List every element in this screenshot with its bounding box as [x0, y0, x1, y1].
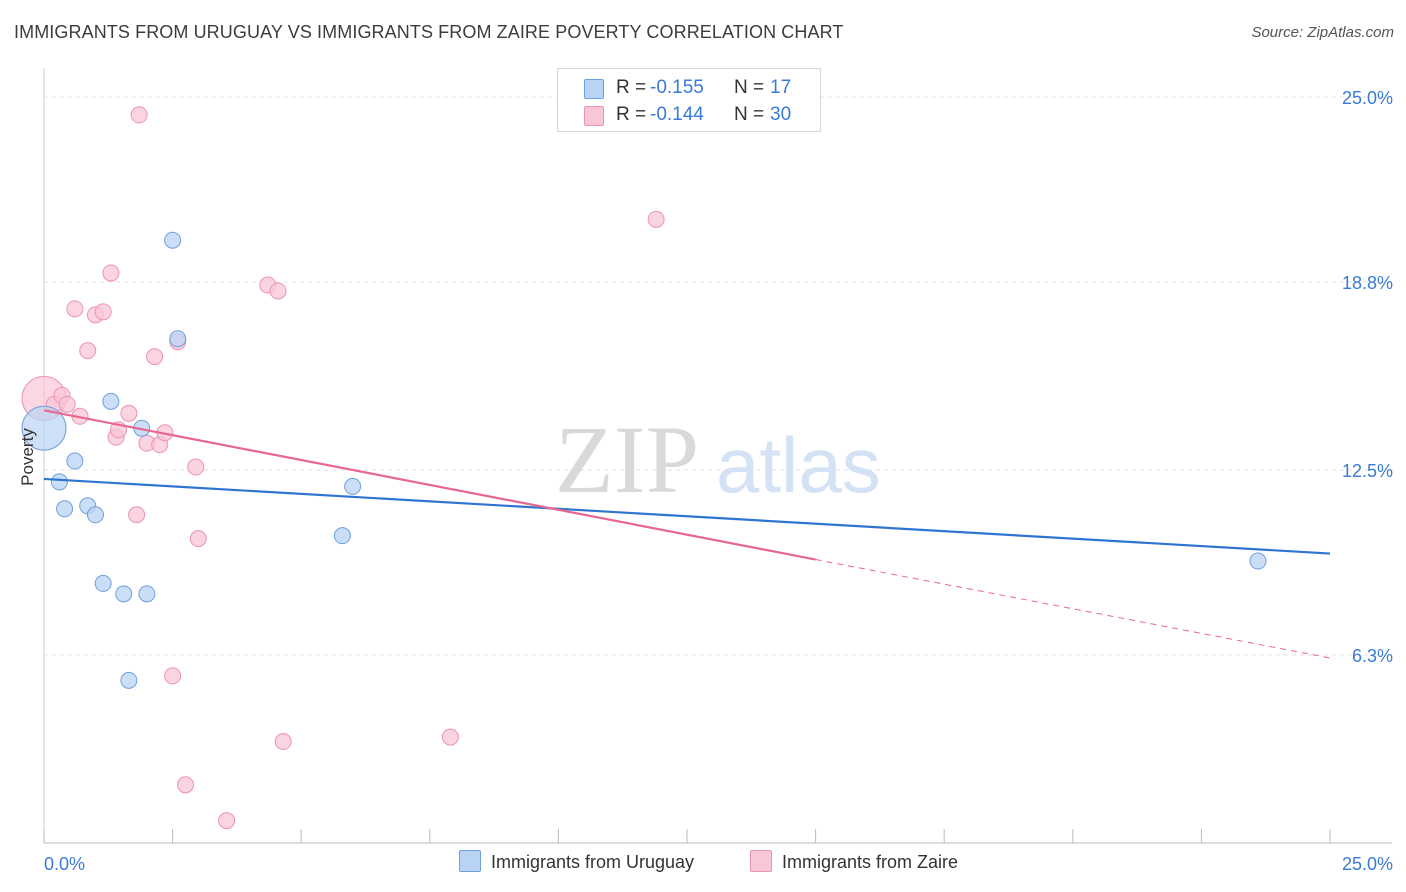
zaire-point[interactable]	[146, 348, 164, 366]
zaire-legend-swatch	[750, 850, 772, 873]
data-points	[21, 106, 1267, 830]
uruguay-swatch	[584, 79, 604, 99]
n-label: N =	[734, 77, 765, 98]
bottom-legend-zaire[interactable]: Immigrants from Zaire	[750, 850, 959, 874]
uruguay-trend-line	[43, 477, 1331, 555]
axes	[43, 68, 1392, 844]
uruguay-point[interactable]	[1249, 552, 1267, 570]
zaire-point[interactable]	[94, 303, 112, 321]
grid-lines	[44, 96, 1392, 656]
uruguay-point[interactable]	[164, 231, 182, 249]
watermark-atlas: atlas	[716, 421, 881, 509]
uruguay-point[interactable]	[94, 574, 112, 592]
n-label: N =	[734, 104, 765, 125]
trend-lines	[43, 409, 1331, 659]
uruguay-point[interactable]	[56, 500, 74, 518]
zaire-point[interactable]	[79, 342, 97, 360]
zaire-point[interactable]	[218, 812, 236, 830]
r-label: R =	[616, 104, 647, 125]
zaire-point[interactable]	[130, 106, 148, 124]
zaire-point[interactable]	[102, 264, 120, 282]
uruguay-legend-swatch	[459, 850, 481, 873]
uruguay-point[interactable]	[115, 585, 133, 603]
zaire-point[interactable]	[189, 530, 207, 548]
zaire-legend-label: Immigrants from Zaire	[782, 852, 959, 872]
uruguay-point[interactable]	[344, 477, 362, 495]
y-tick-label: 12.5%	[1342, 461, 1393, 481]
zaire-point[interactable]	[274, 733, 292, 751]
zaire-point[interactable]	[66, 300, 84, 318]
y-tick-label: 25.0%	[1342, 88, 1393, 108]
uruguay-legend-label: Immigrants from Uruguay	[491, 852, 695, 872]
zaire-trend-extension	[815, 559, 1331, 659]
tick-labels: 6.3% 12.5% 18.8% 25.0% 0.0% 25.0%	[44, 88, 1393, 874]
r-value: -0.155	[650, 77, 704, 98]
zaire-point[interactable]	[187, 458, 205, 476]
zaire-point[interactable]	[176, 776, 194, 794]
uruguay-point[interactable]	[138, 585, 156, 603]
bottom-legend-uruguay[interactable]: Immigrants from Uruguay	[459, 850, 695, 874]
uruguay-point[interactable]	[50, 473, 68, 491]
watermark-zip: ZIP	[555, 406, 699, 513]
zaire-point[interactable]	[164, 667, 182, 685]
uruguay-point[interactable]	[333, 527, 351, 545]
uruguay-point[interactable]	[66, 452, 84, 470]
uruguay-point[interactable]	[21, 405, 67, 451]
y-tick-label: 6.3%	[1352, 646, 1393, 666]
n-value: 17	[770, 77, 792, 98]
zaire-point[interactable]	[120, 404, 138, 422]
n-value: 30	[770, 104, 792, 125]
zaire-swatch	[584, 106, 604, 126]
r-value: -0.144	[650, 104, 704, 125]
y-axis-label: Poverty	[18, 428, 37, 486]
zaire-point[interactable]	[269, 282, 287, 300]
zaire-point[interactable]	[58, 395, 76, 413]
x-tick-label: 0.0%	[44, 854, 85, 874]
r-label: R =	[616, 77, 647, 98]
uruguay-point[interactable]	[169, 330, 187, 348]
chart-title: IMMIGRANTS FROM URUGUAY VS IMMIGRANTS FR…	[14, 22, 844, 42]
x-tick-label: 25.0%	[1342, 854, 1393, 874]
y-tick-label: 18.8%	[1342, 273, 1393, 293]
zaire-point[interactable]	[128, 506, 146, 524]
correlation-legend: R = -0.155 N = 17 R = -0.144 N = 30	[557, 68, 821, 132]
source-credit: Source: ZipAtlas.com	[1251, 24, 1394, 41]
uruguay-point[interactable]	[120, 671, 138, 689]
zaire-trend-line	[43, 409, 816, 561]
uruguay-point[interactable]	[102, 392, 120, 410]
zaire-point[interactable]	[441, 728, 459, 746]
zaire-point[interactable]	[647, 210, 665, 228]
uruguay-point[interactable]	[86, 506, 104, 524]
